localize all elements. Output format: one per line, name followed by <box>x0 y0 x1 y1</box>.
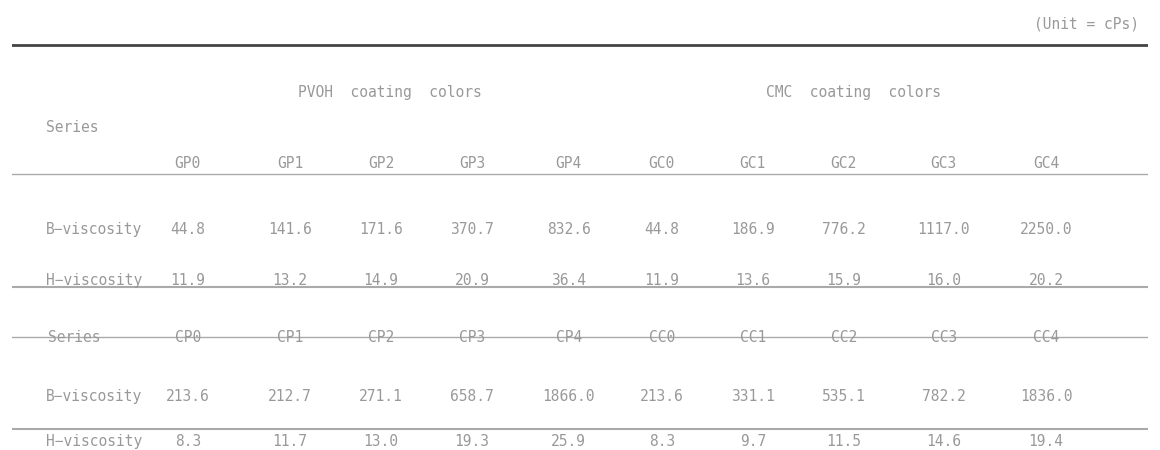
Text: 11.9: 11.9 <box>171 273 205 288</box>
Text: H−viscosity: H−viscosity <box>45 273 142 288</box>
Text: 1117.0: 1117.0 <box>918 222 970 237</box>
Text: GC1: GC1 <box>740 156 766 171</box>
Text: 141.6: 141.6 <box>268 222 312 237</box>
Text: 14.9: 14.9 <box>363 273 399 288</box>
Text: B−viscosity: B−viscosity <box>45 222 142 237</box>
Text: GC4: GC4 <box>1032 156 1059 171</box>
Text: 19.3: 19.3 <box>455 434 490 449</box>
Text: PVOH  coating  colors: PVOH coating colors <box>298 85 481 100</box>
Text: 11.9: 11.9 <box>644 273 680 288</box>
Text: CP3: CP3 <box>459 330 485 345</box>
Text: 25.9: 25.9 <box>551 434 586 449</box>
Text: CP4: CP4 <box>556 330 582 345</box>
Text: GP2: GP2 <box>368 156 394 171</box>
Text: 44.8: 44.8 <box>644 222 680 237</box>
Text: 14.6: 14.6 <box>927 434 962 449</box>
Text: 15.9: 15.9 <box>826 273 861 288</box>
Text: (Unit = cPs): (Unit = cPs) <box>1035 17 1139 32</box>
Text: GP4: GP4 <box>556 156 582 171</box>
Text: 13.0: 13.0 <box>363 434 399 449</box>
Text: 213.6: 213.6 <box>166 390 210 405</box>
Text: 782.2: 782.2 <box>922 390 965 405</box>
Text: CP1: CP1 <box>277 330 303 345</box>
Text: H−viscosity: H−viscosity <box>45 434 142 449</box>
Text: 271.1: 271.1 <box>360 390 403 405</box>
Text: 13.6: 13.6 <box>735 273 770 288</box>
Text: 186.9: 186.9 <box>731 222 775 237</box>
Text: 11.5: 11.5 <box>826 434 861 449</box>
Text: 8.3: 8.3 <box>175 434 201 449</box>
Text: GP3: GP3 <box>459 156 485 171</box>
Text: 11.7: 11.7 <box>273 434 307 449</box>
Text: 1836.0: 1836.0 <box>1020 390 1072 405</box>
Text: 213.6: 213.6 <box>640 390 683 405</box>
Text: CC2: CC2 <box>831 330 857 345</box>
Text: 331.1: 331.1 <box>731 390 775 405</box>
Text: 36.4: 36.4 <box>551 273 586 288</box>
Text: 44.8: 44.8 <box>171 222 205 237</box>
Text: 658.7: 658.7 <box>450 390 494 405</box>
Text: GC3: GC3 <box>930 156 957 171</box>
Text: 19.4: 19.4 <box>1029 434 1064 449</box>
Text: CC3: CC3 <box>930 330 957 345</box>
Text: CC1: CC1 <box>740 330 766 345</box>
Text: GC0: GC0 <box>648 156 675 171</box>
Text: 776.2: 776.2 <box>822 222 865 237</box>
Text: CMC  coating  colors: CMC coating colors <box>767 85 942 100</box>
Text: 8.3: 8.3 <box>648 434 675 449</box>
Text: CP2: CP2 <box>368 330 394 345</box>
Text: 832.6: 832.6 <box>546 222 590 237</box>
Text: 20.2: 20.2 <box>1029 273 1064 288</box>
Text: 1866.0: 1866.0 <box>543 390 595 405</box>
Text: Series: Series <box>45 121 99 135</box>
Text: Series: Series <box>48 330 101 345</box>
Text: 20.9: 20.9 <box>455 273 490 288</box>
Text: 16.0: 16.0 <box>927 273 962 288</box>
Text: GP1: GP1 <box>277 156 303 171</box>
Text: 370.7: 370.7 <box>450 222 494 237</box>
Text: 171.6: 171.6 <box>360 222 403 237</box>
Text: 13.2: 13.2 <box>273 273 307 288</box>
Text: GC2: GC2 <box>831 156 857 171</box>
Text: GP0: GP0 <box>175 156 201 171</box>
Text: 212.7: 212.7 <box>268 390 312 405</box>
Text: B−viscosity: B−viscosity <box>45 390 142 405</box>
Text: CC0: CC0 <box>648 330 675 345</box>
Text: CP0: CP0 <box>175 330 201 345</box>
Text: 9.7: 9.7 <box>740 434 766 449</box>
Text: 535.1: 535.1 <box>822 390 865 405</box>
Text: 2250.0: 2250.0 <box>1020 222 1072 237</box>
Text: CC4: CC4 <box>1032 330 1059 345</box>
